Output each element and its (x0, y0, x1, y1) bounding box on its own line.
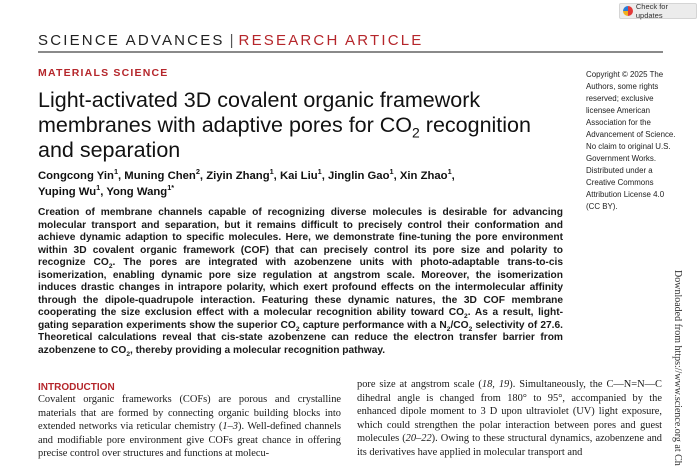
article-title: Light-activated 3D covalent organic fram… (38, 88, 558, 163)
affiliation-marker: 1 (113, 167, 119, 177)
text-segment: selectivity of 27.6. Theoretical calcula… (38, 319, 563, 357)
subscript: 2 (446, 325, 451, 333)
affiliation-marker: 1 (317, 167, 322, 177)
subscript: 2 (295, 325, 300, 333)
subscript: 2 (126, 351, 130, 359)
download-watermark: Downloaded from https://www.science.org … (672, 270, 683, 466)
text-segment: ). Simultaneously, the C—N=N—C dihedral … (357, 379, 662, 445)
subscript: 2 (412, 124, 420, 141)
subscript: 2 (464, 313, 468, 321)
author-name: Kai Liu (279, 170, 318, 182)
author-name: Ziyin Zhang (206, 170, 270, 182)
intro-left-column: Covalent organic frameworks (COFs) are p… (38, 393, 341, 461)
subscript: 2 (468, 325, 473, 333)
affiliation-marker: 1 (96, 183, 101, 193)
author-name: Yuping Wu (38, 186, 97, 198)
author-list: Congcong Yin1, Muning Chen2, Ziyin Zhang… (38, 167, 455, 198)
check-for-updates-badge[interactable]: Check for updates (619, 2, 697, 20)
subscript: 2 (108, 263, 113, 271)
text-segment: recognition and separation (38, 113, 531, 162)
author-name: Congcong Yin (38, 170, 114, 182)
author-name: Yong Wang (106, 186, 168, 198)
check-for-updates-label: Check for updates (635, 2, 668, 20)
journal-header: SCIENCE ADVANCES | RESEARCH ARTICLE (38, 32, 424, 49)
introduction-heading: INTRODUCTION (38, 382, 115, 393)
header-separator: | (229, 32, 234, 49)
text-segment: /CO (450, 319, 469, 331)
text-segment: pore size at angstrom scale ( (357, 379, 482, 390)
citation[interactable]: 18, 19 (481, 379, 510, 390)
text-segment: ). Owing to these structural dynamics, a… (357, 433, 662, 458)
affiliation-marker: 2 (195, 167, 200, 177)
intro-right-column: pore size at angstrom scale (18, 19). Si… (357, 378, 662, 460)
abstract: Creation of membrane channels capable of… (38, 207, 563, 358)
text-segment: . The pores are integrated with azobenze… (38, 257, 563, 319)
section-label: MATERIALS SCIENCE (38, 67, 169, 79)
affiliation-marker: 1* (167, 183, 175, 193)
text-segment: ). Well-defined channels and modifiable … (38, 421, 341, 460)
article-type: RESEARCH ARTICLE (238, 32, 424, 49)
affiliation-marker: 1 (447, 167, 452, 177)
text-segment: Light-activated 3D covalent organic fram… (38, 88, 481, 137)
author-name: Xin Zhao (399, 170, 448, 182)
affiliation-marker: 1 (269, 167, 274, 177)
text-segment: Creation of membrane channels capable of… (38, 207, 563, 269)
text-segment: , thereby providing a molecular recognit… (130, 345, 386, 357)
crossmark-icon (623, 6, 633, 16)
citation[interactable]: 20–22 (405, 433, 432, 445)
text-segment: capture performance with a N (299, 319, 447, 331)
author-name: Jinglin Gao (327, 170, 390, 182)
text-segment: Covalent organic frameworks (COFs) are p… (38, 394, 341, 433)
author-name: Muning Chen (124, 170, 196, 182)
copyright-notice: Copyright © 2025 The Authors, some right… (586, 70, 676, 211)
citation[interactable]: 1–3 (222, 421, 238, 433)
journal-name: SCIENCE ADVANCES (38, 32, 225, 49)
header-rule (38, 51, 663, 53)
affiliation-marker: 1 (389, 167, 394, 177)
text-segment: . As a result, light-gating separation e… (38, 307, 563, 331)
